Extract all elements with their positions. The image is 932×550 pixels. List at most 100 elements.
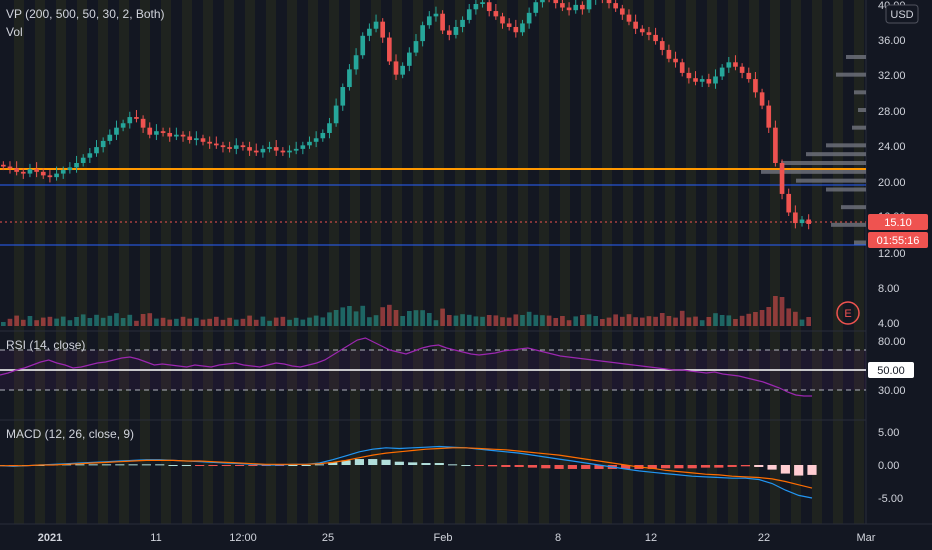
volume-bar: [693, 316, 698, 326]
candle-body: [739, 66, 745, 73]
candle-body: [699, 79, 705, 82]
volume-bar: [773, 296, 778, 326]
macd-histogram-bar: [75, 464, 85, 466]
candle-body: [526, 12, 532, 24]
volume-bar: [533, 314, 539, 326]
volume-bar: [60, 316, 66, 326]
session-band: [350, 0, 360, 524]
rsi-axis[interactable]: 80.00 50.00 30.00: [868, 336, 914, 397]
candle-body: [653, 34, 658, 42]
candle-body: [287, 150, 292, 153]
volume-bars: [0, 296, 812, 326]
volume-bar: [187, 318, 193, 326]
macd-histogram-bar: [554, 465, 564, 469]
volume-bar: [7, 318, 13, 326]
last-price-tag[interactable]: [868, 214, 928, 230]
macd-histogram-bar: [660, 465, 671, 469]
candle-body: [380, 21, 386, 38]
volume-label[interactable]: Vol: [6, 25, 23, 39]
candle-body: [486, 2, 492, 12]
volume-bar: [426, 313, 432, 326]
rsi-indicator-label[interactable]: RSI (14, close): [6, 338, 85, 352]
candle-body: [473, 4, 479, 10]
session-band: [623, 0, 633, 524]
vp-indicator-label[interactable]: VP (200, 500, 50, 30, 2, Both): [6, 7, 165, 21]
macd-histogram-bar: [700, 465, 711, 468]
candle-body: [220, 145, 226, 148]
volume-profile-bar: [761, 169, 866, 174]
session-bands: [14, 0, 864, 524]
candle-body: [420, 25, 425, 42]
session-band: [161, 0, 171, 524]
macd-histogram-bar: [208, 465, 218, 466]
volume-bar: [100, 317, 106, 326]
session-band: [266, 0, 276, 524]
candle-body: [194, 138, 199, 141]
candle-body: [520, 23, 525, 33]
candle-body: [147, 127, 153, 135]
volume-bar: [207, 318, 212, 326]
price-tick-28: 28.00: [878, 106, 906, 118]
candle-body: [313, 138, 319, 142]
macd-histogram-bar: [354, 459, 364, 465]
volume-bar: [526, 311, 532, 326]
volume-bar: [573, 316, 579, 326]
volume-bar: [127, 314, 133, 326]
volume-bar: [633, 317, 638, 326]
macd-axis[interactable]: 5.00 0.00 -5.00: [878, 427, 903, 505]
volume-bar: [287, 319, 292, 326]
candle-body: [533, 2, 539, 13]
macd-histogram-bar: [754, 465, 764, 467]
candle-body: [320, 132, 326, 139]
macd-tick-neg5: -5.00: [878, 493, 903, 505]
candle-body: [693, 78, 698, 82]
price-tick-12: 12.00: [878, 248, 906, 260]
candle-body: [753, 79, 758, 93]
candle-body: [180, 134, 186, 137]
candle-body: [300, 145, 306, 149]
candle-body: [440, 13, 445, 31]
volume-bar: [34, 320, 39, 326]
volume-bar: [659, 313, 665, 326]
volume-bar: [280, 316, 286, 326]
session-band: [203, 0, 213, 524]
earnings-event-badge[interactable]: [836, 301, 860, 325]
volume-bar: [460, 314, 465, 326]
macd-histogram-bar: [408, 462, 418, 465]
candle-body: [280, 150, 286, 153]
candle-body: [679, 62, 685, 73]
candle-body: [293, 148, 299, 151]
macd-indicator-label[interactable]: MACD (12, 26, close, 9): [6, 427, 134, 441]
time-label-1200: 12:00: [229, 532, 257, 544]
countdown-tag[interactable]: [868, 232, 928, 248]
volume-bar: [739, 315, 745, 326]
candle-body: [793, 212, 798, 224]
volume-profile-bar: [781, 161, 866, 165]
volume-bar: [626, 314, 632, 326]
volume-bar: [553, 318, 559, 326]
macd-histogram-bar: [594, 465, 604, 469]
volume-bar: [466, 314, 472, 326]
time-axis[interactable]: 2021 11 12:00 25 Feb 8 12 22 Mar: [38, 532, 876, 544]
volume-bar: [107, 315, 113, 326]
currency-badge[interactable]: [885, 4, 919, 24]
candle-body: [233, 145, 239, 149]
candlesticks[interactable]: [0, 0, 812, 230]
candle-body: [154, 131, 159, 135]
candle-body: [786, 193, 792, 213]
macd-histogram-bar: [288, 465, 298, 466]
candle-body: [347, 69, 352, 88]
candle-body: [253, 150, 259, 153]
macd-histogram-bar: [221, 465, 231, 466]
candle-body: [240, 145, 246, 148]
session-band: [812, 0, 822, 524]
session-band: [518, 0, 528, 524]
volume-bar: [253, 319, 259, 326]
macd-histogram-bar: [394, 461, 404, 465]
session-band: [770, 0, 780, 524]
volume-bar: [666, 316, 672, 326]
candle-body: [766, 105, 772, 128]
volume-bar: [114, 313, 119, 326]
